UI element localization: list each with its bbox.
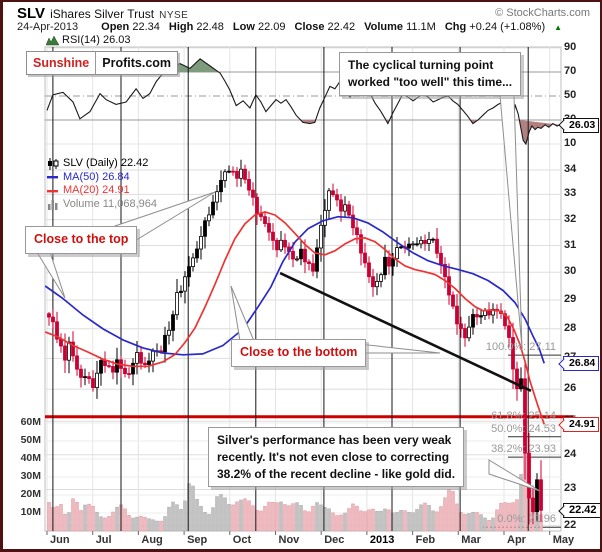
price-axis-label: 23 bbox=[564, 482, 577, 495]
last-value-badge: 24.91 bbox=[557, 417, 600, 433]
month-label: Jul bbox=[95, 534, 112, 546]
close-to-bottom-callout: Close to the bottom bbox=[231, 339, 367, 367]
chart-legend: SLV (Daily) 22.42 MA(50) 26.84 MA(20) 24… bbox=[47, 157, 157, 211]
last-value-badge: 26.84 bbox=[557, 356, 600, 372]
fib-level-label: 0.0%: 21.96 bbox=[497, 513, 556, 526]
volume-axis-label: 10M bbox=[20, 506, 41, 518]
legend-ma20-row: MA(20) 24.91 bbox=[47, 184, 157, 198]
quote-low: Low 22.09 bbox=[232, 21, 286, 33]
last-value-badge: 26.03 bbox=[557, 117, 600, 133]
price-axis-label: 33 bbox=[564, 187, 577, 200]
volume-axis-label: 20M bbox=[20, 488, 41, 500]
cyclical-turning-point-callout: The cyclical turning point worked "too w… bbox=[339, 52, 522, 96]
quote-bar: 24-Apr-2013 Open 22.34 High 22.48 Low 22… bbox=[17, 21, 562, 33]
brand-part2: Profits.com bbox=[95, 52, 177, 74]
price-axis-label: 22 bbox=[564, 518, 577, 531]
fib-level-label: 50.0%: 24.53 bbox=[491, 422, 556, 435]
month-label: Jun bbox=[50, 534, 70, 546]
quote-change: Chg +0.24 (+1.08%) bbox=[444, 21, 546, 33]
rsi-axis-label: 90 bbox=[564, 41, 577, 53]
legend-symbol-row: SLV (Daily) 22.42 bbox=[47, 157, 157, 171]
month-label: 2013 bbox=[369, 534, 395, 546]
fib-level-label: 38.2%: 23.93 bbox=[491, 443, 556, 456]
volume-bars-icon bbox=[48, 200, 58, 211]
chart-header: SLV iShares Silver Trust NYSE bbox=[17, 5, 188, 22]
price-axis-label: 30 bbox=[564, 265, 577, 278]
brand-part1: Sunshine bbox=[33, 56, 90, 70]
month-label: Dec bbox=[324, 534, 345, 546]
ticker-symbol: SLV bbox=[17, 5, 46, 22]
price-axis-label: 28 bbox=[564, 321, 577, 334]
month-label: Mar bbox=[461, 534, 481, 546]
chg-up-icon: ▲ bbox=[554, 22, 563, 32]
quote-volume: Volume 11.1M bbox=[364, 21, 436, 33]
month-label: May bbox=[552, 534, 575, 546]
quote-close: Close 22.42 bbox=[294, 21, 356, 33]
close-to-top-callout: Close to the top bbox=[25, 226, 138, 254]
price-axis-label: 29 bbox=[564, 293, 577, 305]
month-label: Sep bbox=[187, 534, 208, 546]
volume-axis-label: 30M bbox=[20, 470, 41, 482]
silver-performance-callout: Silver's performance has been very weak … bbox=[208, 427, 465, 488]
rsi-indicator-icon bbox=[46, 34, 59, 45]
quote-date: 24-Apr-2013 bbox=[17, 21, 79, 33]
volume-axis-label: 40M bbox=[20, 452, 41, 464]
price-axis-label: 24 bbox=[564, 447, 577, 460]
fib-level-label: 61.8%: 25.14 bbox=[491, 409, 556, 422]
rsi-pane-label: RSI(14) 26.03 bbox=[46, 34, 130, 46]
legend-volume-row: Volume 11,068,964 bbox=[47, 198, 157, 212]
price-axis-label: 32 bbox=[564, 212, 577, 225]
quote-open: Open 22.34 bbox=[101, 21, 160, 33]
price-axis-label: 26 bbox=[564, 382, 577, 395]
month-label: Oct bbox=[232, 534, 252, 546]
instrument-name: iShares Silver Trust bbox=[50, 7, 155, 21]
ma50-line-icon bbox=[47, 176, 58, 179]
volume-axis-label: 50M bbox=[20, 434, 41, 446]
price-axis-label: 31 bbox=[564, 238, 577, 251]
quote-high: High 22.48 bbox=[168, 21, 224, 33]
sunshine-profits-logo: Sunshine Profits.com bbox=[26, 51, 179, 75]
rsi-axis-label: 70 bbox=[564, 65, 577, 77]
month-label: Apr bbox=[507, 534, 526, 546]
rsi-axis-label: 50 bbox=[564, 89, 577, 101]
ma20-line-icon bbox=[47, 189, 58, 193]
copyright: © StockCharts.com bbox=[495, 7, 590, 19]
exchange-label: NYSE bbox=[159, 10, 189, 21]
month-label: Nov bbox=[278, 534, 300, 546]
month-label: Aug bbox=[141, 534, 163, 546]
price-axis-label: 34 bbox=[564, 163, 577, 175]
last-value-badge: 22.42 bbox=[557, 503, 600, 519]
candlestick-icon bbox=[48, 157, 59, 170]
legend-ma50-row: MA(50) 26.84 bbox=[47, 171, 157, 185]
volume-axis-label: 60M bbox=[20, 416, 41, 428]
callout-pointer bbox=[488, 459, 541, 492]
fib-level-label: 100.0%: 27.11 bbox=[485, 341, 556, 354]
rsi-axis-label: 10 bbox=[564, 137, 577, 149]
month-label: Feb bbox=[415, 534, 436, 546]
